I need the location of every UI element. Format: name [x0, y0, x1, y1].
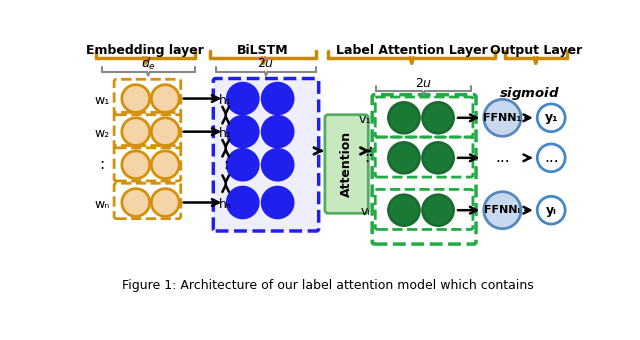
Circle shape: [151, 85, 179, 113]
Circle shape: [388, 142, 419, 173]
Circle shape: [227, 83, 259, 114]
Circle shape: [122, 189, 150, 216]
Circle shape: [151, 118, 179, 146]
Text: Output Layer: Output Layer: [490, 44, 582, 56]
Circle shape: [537, 144, 565, 172]
Text: :: :: [364, 150, 369, 165]
Circle shape: [422, 102, 454, 133]
Circle shape: [388, 195, 419, 226]
Text: :: :: [223, 157, 228, 172]
Circle shape: [537, 196, 565, 224]
Text: Label Attention Layer: Label Attention Layer: [336, 44, 488, 56]
Circle shape: [262, 83, 293, 114]
FancyBboxPatch shape: [213, 79, 319, 231]
Circle shape: [262, 149, 293, 180]
Text: w₂: w₂: [94, 127, 109, 140]
Text: $\bfit{sigmoid}$: $\bfit{sigmoid}$: [499, 85, 560, 102]
Text: $2u$: $2u$: [257, 57, 275, 70]
Circle shape: [262, 187, 293, 218]
Circle shape: [151, 151, 179, 178]
Text: :: :: [368, 142, 374, 160]
Text: :: :: [99, 157, 104, 172]
Text: yₗ: yₗ: [546, 204, 557, 217]
Circle shape: [422, 142, 454, 173]
Circle shape: [227, 116, 259, 147]
Circle shape: [484, 192, 521, 229]
Text: Embedding layer: Embedding layer: [86, 44, 204, 56]
Circle shape: [422, 195, 454, 226]
Text: hₙ: hₙ: [220, 198, 232, 210]
Circle shape: [537, 104, 565, 132]
Circle shape: [122, 151, 150, 178]
Circle shape: [227, 187, 259, 218]
Text: FFNN₁: FFNN₁: [483, 113, 522, 123]
Text: h₂: h₂: [220, 127, 232, 140]
Text: v₁: v₁: [359, 113, 371, 126]
Circle shape: [122, 85, 150, 113]
FancyBboxPatch shape: [325, 115, 368, 213]
Text: $2u$: $2u$: [415, 76, 433, 90]
Circle shape: [122, 118, 150, 146]
Text: Figure 1: Architecture of our label attention model which contains: Figure 1: Architecture of our label atte…: [122, 279, 534, 292]
Text: y₁: y₁: [545, 111, 558, 124]
Circle shape: [262, 116, 293, 147]
Circle shape: [484, 99, 521, 136]
Circle shape: [227, 149, 259, 180]
Text: wₙ: wₙ: [94, 198, 109, 210]
Text: Attention: Attention: [340, 131, 353, 197]
Text: BiLSTM: BiLSTM: [237, 44, 289, 56]
Circle shape: [388, 102, 419, 133]
Text: ...: ...: [495, 150, 509, 165]
Circle shape: [151, 189, 179, 216]
Text: $d_e$: $d_e$: [141, 56, 156, 72]
Text: FFNNₗ: FFNNₗ: [484, 205, 520, 215]
Text: w₁: w₁: [94, 94, 109, 107]
Text: vₗ: vₗ: [360, 205, 370, 218]
Text: ...: ...: [544, 150, 559, 165]
Text: h₁: h₁: [220, 94, 232, 107]
